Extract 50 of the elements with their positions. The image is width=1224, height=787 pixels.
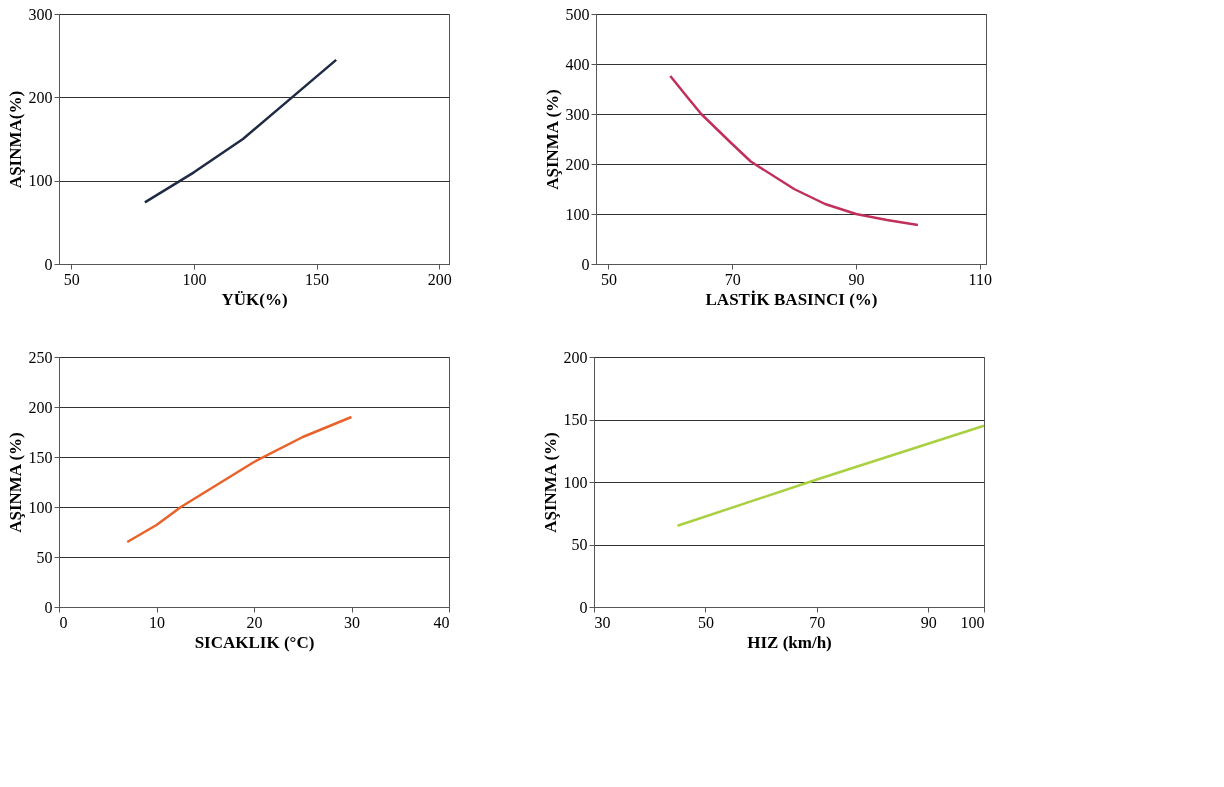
x-tick-label: 90 (920, 613, 937, 631)
x-tick-label: 0 (59, 613, 68, 631)
x-tick-label: 90 (848, 270, 865, 288)
x-tick-label: 100 (182, 270, 207, 288)
y-tick-label: 250 (28, 348, 53, 366)
y-tick-label: 0 (44, 598, 53, 616)
x-axis-title: YÜK(%) (221, 289, 288, 309)
x-tick-label: 50 (600, 270, 617, 288)
y-axis-title: AŞINMA (%) (540, 432, 560, 533)
x-tick-label: 100 (960, 613, 985, 631)
x-tick-label: 40 (433, 613, 450, 631)
x-axis-title: SICAKLIK (°C) (194, 632, 315, 652)
y-tick-label: 100 (565, 205, 590, 223)
y-axis-title: AŞINMA(%) (5, 90, 25, 189)
line-series (126, 415, 353, 544)
y-tick-label: 500 (565, 5, 590, 23)
x-tick-label: 50 (63, 270, 80, 288)
y-tick-label: 200 (563, 348, 588, 366)
y-tick-label: 200 (28, 398, 53, 416)
y-tick-label: 150 (563, 411, 588, 428)
y-tick-label: 50 (571, 536, 588, 553)
line-series (669, 74, 920, 227)
y-tick-label: 300 (565, 105, 590, 123)
y-tick-label: 0 (581, 255, 590, 273)
x-tick-label: 20 (246, 613, 263, 631)
x-tick-label: 70 (724, 270, 741, 288)
y-tick-label: 50 (36, 548, 53, 566)
y-tick-label: 0 (44, 255, 53, 273)
x-tick-label: 70 (809, 613, 826, 631)
x-tick-label: 50 (697, 613, 714, 631)
x-axis-title: HIZ (km/h) (747, 632, 832, 652)
x-tick-label: 30 (594, 613, 611, 631)
x-tick-label: 200 (427, 270, 452, 288)
line-series (143, 58, 338, 204)
x-axis-title: LASTİK BASINCI (%) (705, 289, 878, 309)
y-tick-label: 300 (28, 5, 53, 23)
y-tick-label: 100 (28, 498, 53, 516)
y-tick-label: 200 (28, 88, 53, 106)
x-tick-label: 110 (968, 270, 993, 288)
x-tick-label: 150 (305, 270, 330, 288)
y-tick-label: 100 (563, 473, 588, 491)
y-axis-title: AŞINMA (%) (542, 89, 562, 190)
x-tick-label: 30 (344, 613, 360, 631)
x-tick-label: 10 (149, 613, 165, 631)
y-axis-title: AŞINMA (%) (5, 432, 25, 533)
y-tick-label: 0 (579, 598, 588, 616)
y-tick-label: 200 (565, 155, 590, 173)
y-tick-label: 150 (28, 448, 53, 466)
y-tick-label: 400 (565, 55, 590, 73)
y-tick-label: 100 (28, 172, 53, 190)
